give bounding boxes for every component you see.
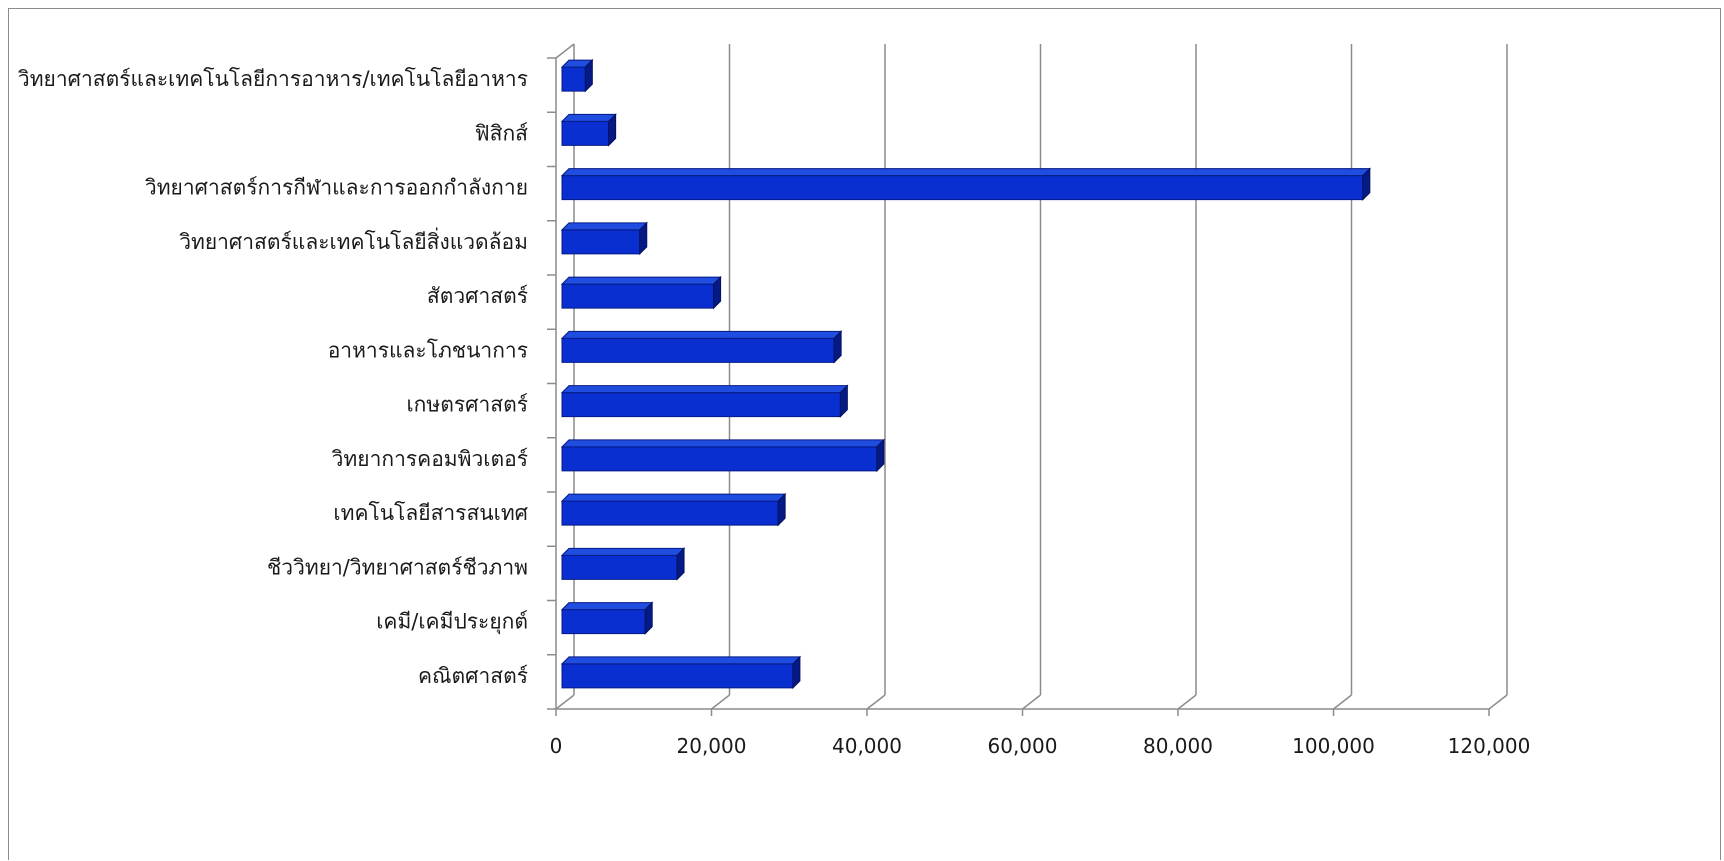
- bar: [561, 663, 794, 689]
- bar-side-face: [1362, 167, 1371, 201]
- bar-top-face: [560, 493, 787, 502]
- category-label: วิทยาการคอมพิวเตอร์: [331, 447, 528, 471]
- bar-side-face: [777, 492, 786, 527]
- category-label: เคมี/เคมีประยุกต์: [376, 610, 528, 635]
- gridline-depth-3: [1022, 694, 1041, 710]
- x-tick-label: 60,000: [988, 734, 1058, 758]
- bar-top-face: [560, 222, 648, 231]
- x-tick-label: 0: [550, 734, 563, 758]
- x-tick-label: 80,000: [1143, 734, 1213, 758]
- bar-top-face: [560, 276, 722, 285]
- bar-top-face: [560, 385, 849, 394]
- bar: [561, 120, 610, 146]
- gridline-depth-2: [866, 694, 886, 710]
- bar-side-face: [876, 438, 885, 473]
- bar: [561, 446, 878, 472]
- bar-side-face: [713, 275, 722, 310]
- bar-top-face: [560, 113, 617, 122]
- chart-frame: 0 20,000 40,000 60,000 80,000 100,000 120,000 ว…: [8, 8, 1721, 860]
- category-label: ชีววิทยา/วิทยาศาสตร์ชีวภาพ: [267, 555, 528, 579]
- bar-top-face: [560, 330, 843, 339]
- category-label: เทคโนโลยีสารสนเทศ: [333, 501, 528, 525]
- category-label: คณิตศาสตร์: [418, 664, 528, 688]
- bar-top-face: [560, 439, 886, 448]
- bar-side-face: [639, 221, 648, 256]
- category-label: สัตวศาสตร์: [427, 284, 528, 308]
- bar: [561, 392, 841, 418]
- category-label: วิทยาศาสตร์และเทคโนโลยีสิ่งแวดล้อม: [179, 227, 528, 254]
- category-label: วิทยาศาสตร์การกีฬาและการออกกำลังกาย: [145, 176, 528, 200]
- bar: [561, 229, 641, 255]
- bar-top-face: [560, 168, 1372, 177]
- category-label: วิทยาศาสตร์และเทคโนโลยีการอาหาร/เทคโนโลย…: [18, 67, 528, 91]
- bar-top-face: [560, 602, 654, 611]
- bar-top-face: [560, 547, 686, 556]
- bar-side-face: [839, 384, 848, 418]
- bar: [561, 609, 646, 635]
- bar: [561, 283, 715, 309]
- category-label: อาหารและโภชนาการ: [328, 338, 528, 362]
- gridline-depth-6: [1488, 694, 1508, 710]
- gridline-depth-1: [711, 694, 730, 710]
- bar: [561, 66, 586, 92]
- category-label: เกษตรศาสตร์: [406, 393, 528, 417]
- bar-side-face: [676, 547, 685, 581]
- category-label: ฟิสิกส์: [475, 121, 528, 145]
- x-tick-label: 100,000: [1292, 734, 1375, 758]
- y-axis-depth-line: [555, 43, 575, 59]
- x-tick-label: 40,000: [832, 734, 902, 758]
- bar-side-face: [584, 58, 593, 93]
- gridline-depth-0: [555, 694, 575, 710]
- bar-top-face: [560, 656, 802, 665]
- bar-chart: 0 20,000 40,000 60,000 80,000 100,000 120,000 ว…: [18, 43, 1531, 758]
- bar-side-face: [644, 601, 653, 635]
- gridline-depth-5: [1333, 694, 1352, 710]
- bar: [561, 175, 1364, 201]
- bar: [561, 337, 835, 363]
- x-tick-label: 120,000: [1448, 734, 1531, 758]
- bar-side-face: [608, 113, 617, 147]
- bar-side-face: [792, 655, 801, 690]
- bar: [561, 554, 678, 580]
- bar: [561, 500, 779, 526]
- gridline-depth-4: [1177, 694, 1197, 710]
- bar-side-face: [833, 330, 842, 364]
- x-tick-label: 20,000: [677, 734, 747, 758]
